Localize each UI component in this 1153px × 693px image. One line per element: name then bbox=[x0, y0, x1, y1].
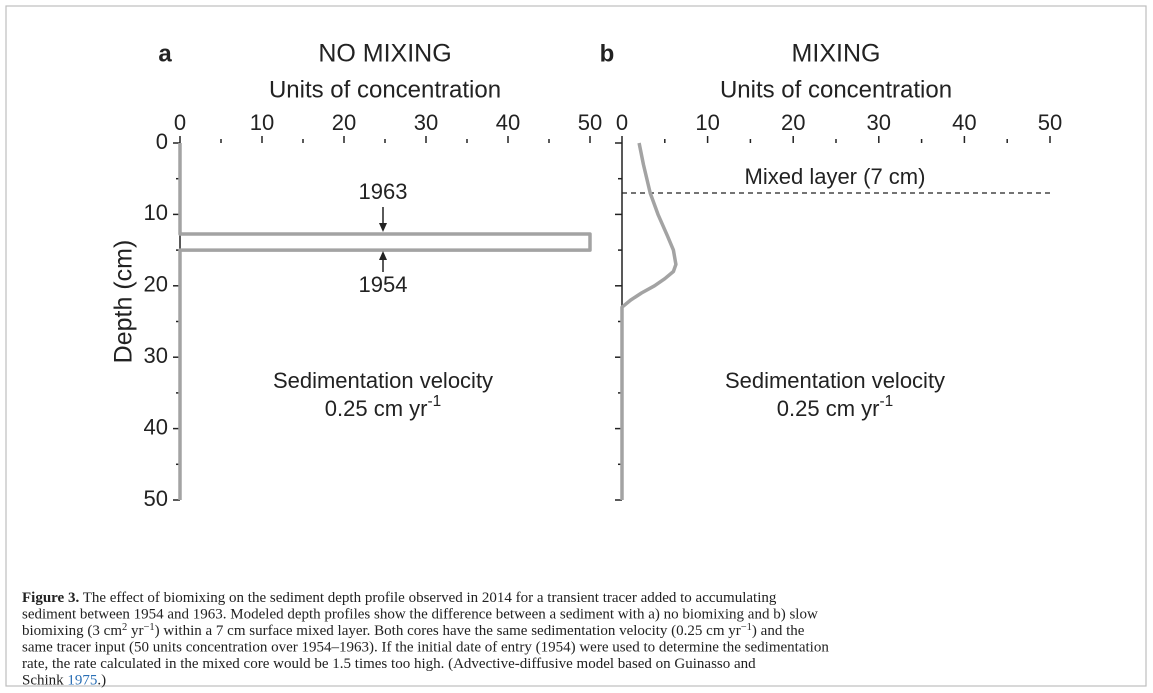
annotation: Mixed layer (7 cm) bbox=[745, 164, 926, 189]
panel-title: NO MIXING bbox=[318, 40, 451, 68]
panel-title: MIXING bbox=[792, 40, 881, 68]
superscript: 2 bbox=[122, 622, 127, 633]
x-axis-label: Units of concentration bbox=[720, 76, 952, 103]
text-run: biomixing (3 cm bbox=[22, 623, 122, 639]
text-run: sediment between 1954 and 1963. Modeled … bbox=[22, 607, 818, 623]
superscript: −1 bbox=[741, 622, 752, 633]
text-run: The effect of biomixing on the sediment … bbox=[79, 590, 777, 606]
x-tick-label: 50 bbox=[1038, 110, 1062, 135]
citation-link: 1975 bbox=[67, 673, 97, 689]
y-tick-label: 30 bbox=[144, 343, 168, 368]
text-run: same tracer input (50 units concentratio… bbox=[22, 640, 829, 656]
profile-line bbox=[620, 142, 678, 500]
y-tick-label: 20 bbox=[144, 272, 168, 297]
caption-line: Figure 3. The effect of biomixing on the… bbox=[22, 590, 777, 606]
x-tick-label: 40 bbox=[952, 110, 976, 135]
text-run: Figure 3. bbox=[22, 590, 79, 606]
annotation: Sedimentation velocity bbox=[725, 368, 945, 393]
x-axis-label: Units of concentration bbox=[269, 76, 501, 103]
text-run: ) within a 7 cm surface mixed layer. Bot… bbox=[155, 623, 741, 639]
x-tick-label: 30 bbox=[867, 110, 891, 135]
superscript: −1 bbox=[144, 622, 155, 633]
panel-letter: b bbox=[600, 40, 615, 67]
charts: a NO MIXING Units of concentration 0 10 20 30 4… bbox=[110, 40, 1063, 511]
caption: Figure 3. The effect of biomixing on the… bbox=[22, 590, 829, 689]
x-tick-label: 0 bbox=[616, 110, 628, 135]
y-tick-label: 0 bbox=[156, 129, 168, 154]
x-tick-label: 20 bbox=[332, 110, 356, 135]
caption-line: biomixing (3 cm2 yr−1) within a 7 cm sur… bbox=[22, 622, 805, 640]
annotation: 0.25 cm yr-1 bbox=[777, 393, 893, 421]
annotation: Sedimentation velocity bbox=[273, 368, 493, 393]
annotation: 0.25 cm yr-1 bbox=[325, 393, 441, 421]
caption-line: sediment between 1954 and 1963. Modeled … bbox=[22, 607, 818, 623]
superscript: -1 bbox=[880, 393, 894, 410]
arrow-head bbox=[379, 251, 387, 260]
caption-line: same tracer input (50 units concentratio… bbox=[22, 640, 829, 656]
text-run: ) and the bbox=[752, 623, 805, 639]
text-run: 0.25 cm yr bbox=[325, 396, 428, 421]
profile-line bbox=[178, 143, 592, 500]
x-tick-label: 50 bbox=[578, 110, 602, 135]
caption-line: rate, the rate calculated in the mixed c… bbox=[22, 656, 756, 672]
y-tick-label: 10 bbox=[144, 200, 168, 225]
y-tick-label: 50 bbox=[144, 486, 168, 511]
caption-line: Schink 1975.) bbox=[22, 673, 106, 689]
x-tick-label: 30 bbox=[414, 110, 438, 135]
x-tick-label: 20 bbox=[781, 110, 805, 135]
x-tick-label: 40 bbox=[496, 110, 520, 135]
text-run: yr bbox=[127, 623, 143, 639]
annotation: 1954 bbox=[359, 272, 408, 297]
annotation: 1963 bbox=[359, 179, 408, 204]
x-tick-label: 10 bbox=[250, 110, 274, 135]
y-axis-label: Depth (cm) bbox=[110, 240, 138, 364]
y-tick-label: 40 bbox=[144, 414, 168, 439]
x-tick-label: 0 bbox=[174, 110, 186, 135]
x-tick-label: 10 bbox=[695, 110, 719, 135]
text-run: rate, the rate calculated in the mixed c… bbox=[22, 656, 756, 672]
superscript: -1 bbox=[428, 393, 442, 410]
figure-frame bbox=[5, 5, 1147, 687]
text-run: .) bbox=[97, 673, 106, 689]
arrow-head bbox=[379, 223, 387, 232]
panel-letter: a bbox=[158, 40, 172, 67]
text-run: 0.25 cm yr bbox=[777, 396, 880, 421]
text-run: Schink bbox=[22, 673, 67, 689]
